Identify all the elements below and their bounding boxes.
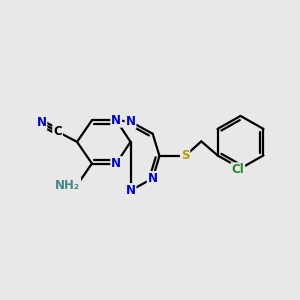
Text: NH₂: NH₂	[55, 178, 80, 192]
Text: S: S	[181, 149, 189, 162]
Text: C: C	[53, 125, 62, 138]
Text: N: N	[36, 116, 46, 130]
Text: N: N	[111, 114, 121, 127]
Text: N: N	[111, 157, 121, 170]
Text: N: N	[148, 172, 158, 185]
Text: Cl: Cl	[231, 163, 244, 176]
Text: N: N	[125, 115, 136, 128]
Text: N: N	[125, 184, 136, 197]
